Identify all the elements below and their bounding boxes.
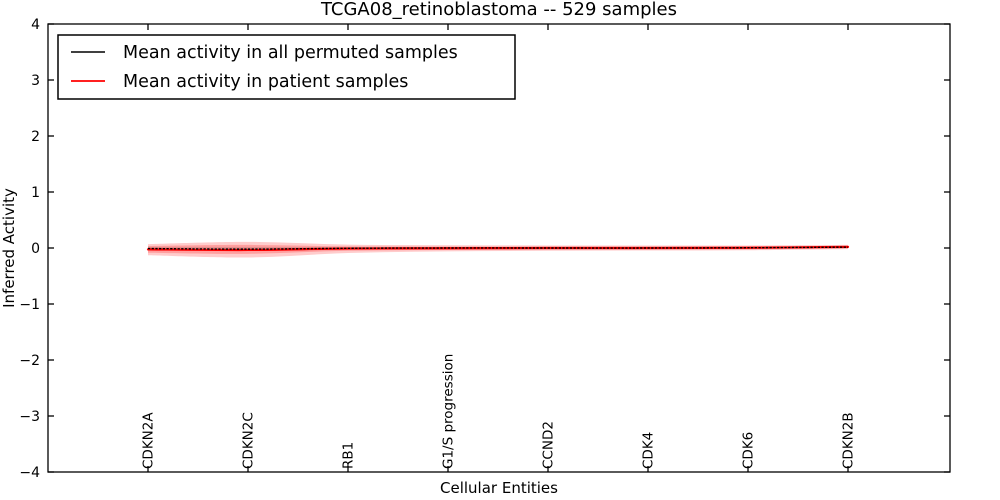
- x-tick-label: G1/S progression: [441, 354, 457, 469]
- x-tick-label: CDKN2B: [841, 412, 857, 469]
- y-tick-label: 0: [31, 241, 40, 257]
- x-tick-label: CDK6: [741, 432, 757, 469]
- band-patient-std-outer: [148, 241, 848, 258]
- y-tick-label: 1: [31, 185, 40, 201]
- x-tick-label: CDKN2C: [241, 412, 257, 469]
- y-axis-label: Inferred Activity: [0, 188, 18, 308]
- legend-box: [57, 34, 516, 100]
- chart-title: TCGA08_retinoblastoma -- 529 samples: [320, 0, 677, 20]
- x-tick-label: CDK4: [641, 432, 657, 469]
- series-line-permuted: [147, 246, 849, 250]
- x-axis-label: Cellular Entities: [440, 479, 558, 497]
- x-tick-label: CCND2: [541, 421, 557, 469]
- y-tick-label: −1: [19, 297, 40, 313]
- x-tick-label: CDKN2A: [141, 412, 157, 469]
- y-tick-label: 2: [31, 129, 40, 145]
- y-tick-label: −2: [19, 353, 40, 369]
- x-tick-label: RB1: [341, 442, 357, 469]
- legend-label: Mean activity in all permuted samples: [123, 43, 458, 63]
- y-tick-label: 3: [31, 73, 40, 89]
- legend: Mean activity in all permuted samples Mea…: [57, 34, 516, 100]
- legend-label: Mean activity in patient samples: [123, 72, 408, 92]
- y-tick-label: 4: [31, 17, 40, 33]
- y-tick-label: −4: [19, 465, 40, 481]
- y-tick-label: −3: [19, 409, 40, 425]
